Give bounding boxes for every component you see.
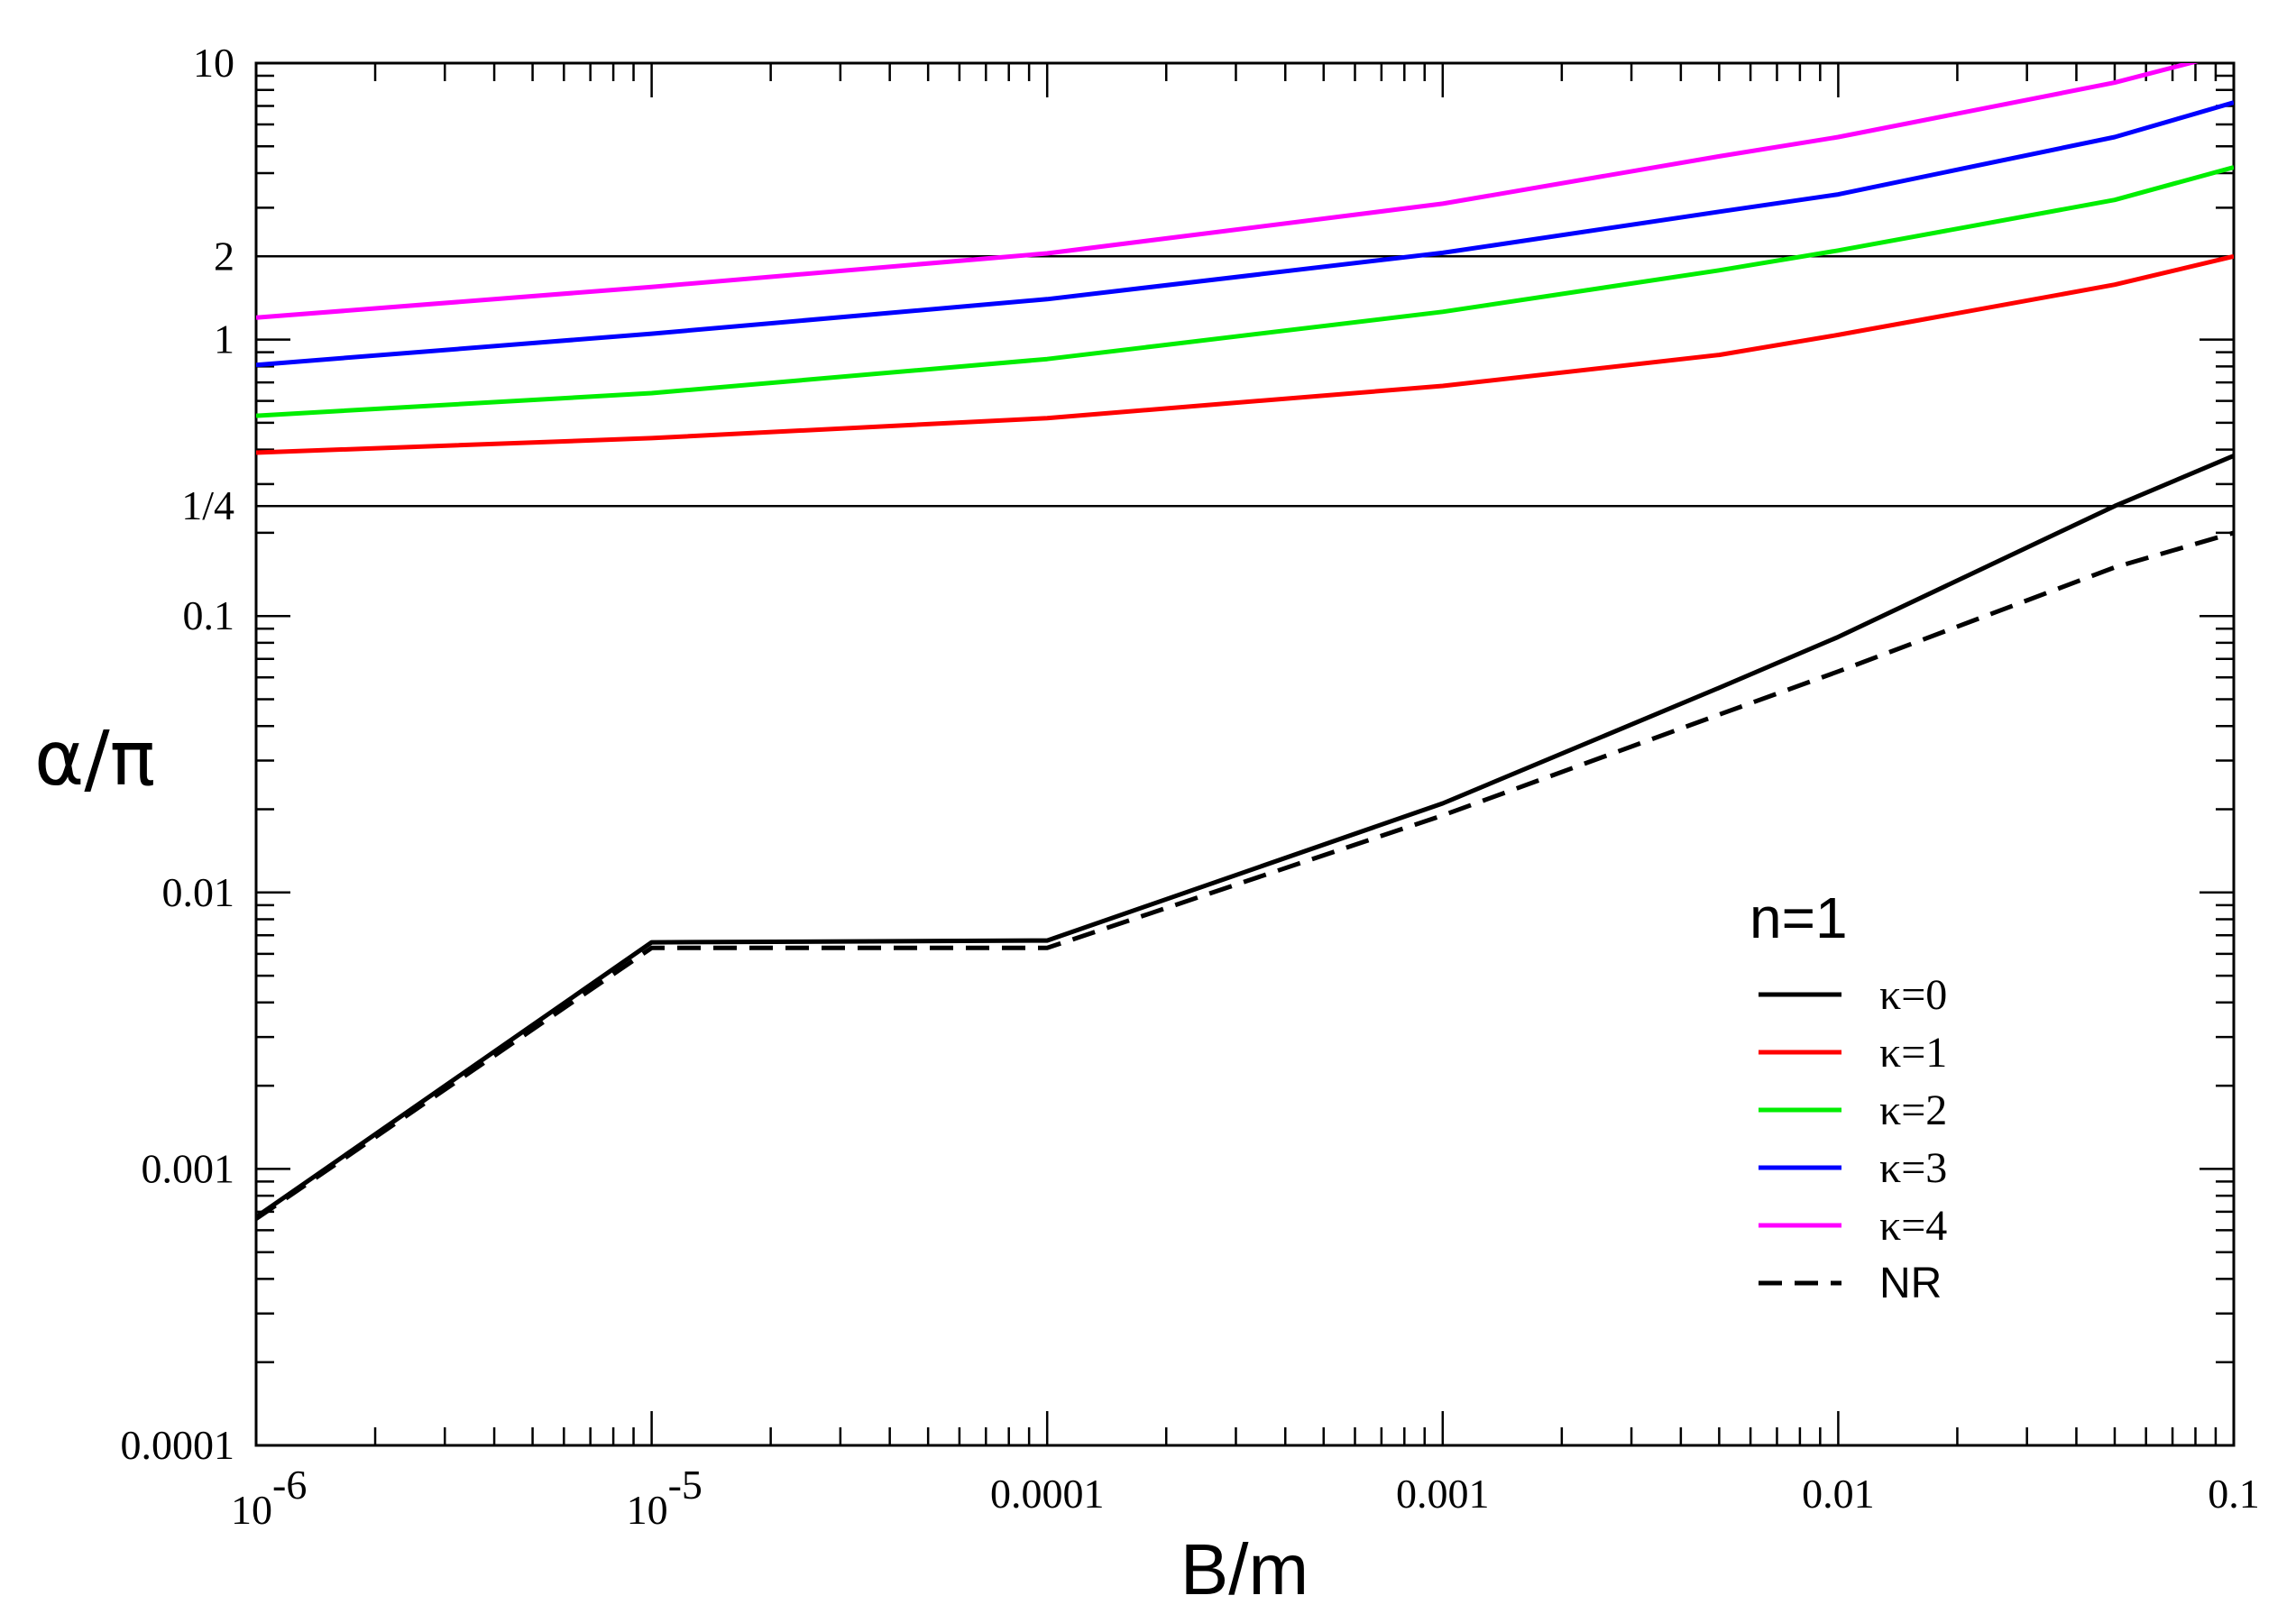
y-tick-label: 0.001 <box>142 1145 235 1191</box>
x-tick-exponent: -6 <box>272 1462 307 1508</box>
x-tick-label: 0.01 <box>1802 1471 1875 1517</box>
series-line-κ=3 <box>256 100 2234 368</box>
y-tick-label: 0.01 <box>162 869 235 915</box>
y-tick-label: 2 <box>214 233 234 279</box>
legend-label: κ=2 <box>1879 1087 1947 1134</box>
series-line-NR <box>256 530 2234 1221</box>
legend-label: κ=1 <box>1879 1029 1947 1077</box>
y-tick-label: 1/4 <box>181 482 234 528</box>
axis-ticks <box>254 61 2236 1447</box>
reference-lines <box>256 255 2234 508</box>
y-tick-label: 0.1 <box>183 592 235 638</box>
legend-label: NR <box>1879 1260 1942 1307</box>
legend-title: n=1 <box>1750 885 1848 950</box>
x-axis-title: B/m <box>1180 1529 1309 1609</box>
x-tick-label: 0.1 <box>2208 1471 2260 1517</box>
legend-label: κ=0 <box>1879 971 1947 1019</box>
y-tick-label: 0.0001 <box>121 1422 235 1468</box>
y-tick-label: 1 <box>214 316 234 362</box>
legend: n=1 κ=0 κ=1 κ=2 κ=3 κ=4 NR <box>1750 885 1947 1307</box>
y-tick-label: 10 <box>193 40 234 86</box>
series-line-κ=2 <box>256 165 2234 418</box>
series-line-κ=4 <box>256 63 2200 320</box>
x-tick-labels: 10-610-5 0.0001 0.001 0.01 0.1 <box>231 1462 2260 1533</box>
x-tick-exponent: -5 <box>668 1462 703 1508</box>
x-tick-label: 10 <box>627 1487 668 1533</box>
x-tick-label: 0.0001 <box>990 1471 1105 1517</box>
x-tick-label: 10 <box>231 1487 272 1533</box>
data-series <box>256 63 2234 1221</box>
x-tick-label: 0.001 <box>1396 1471 1490 1517</box>
series-line-κ=0 <box>256 454 2234 1219</box>
legend-label: κ=3 <box>1879 1144 1947 1192</box>
y-tick-labels: 0.0001 0.001 0.01 0.1 1/4 1 2 10 <box>121 40 235 1468</box>
y-axis-title: α/π <box>34 714 155 802</box>
legend-label: κ=4 <box>1879 1202 1947 1250</box>
plot-area-frame <box>254 61 2236 1447</box>
series-line-κ=1 <box>256 253 2234 455</box>
